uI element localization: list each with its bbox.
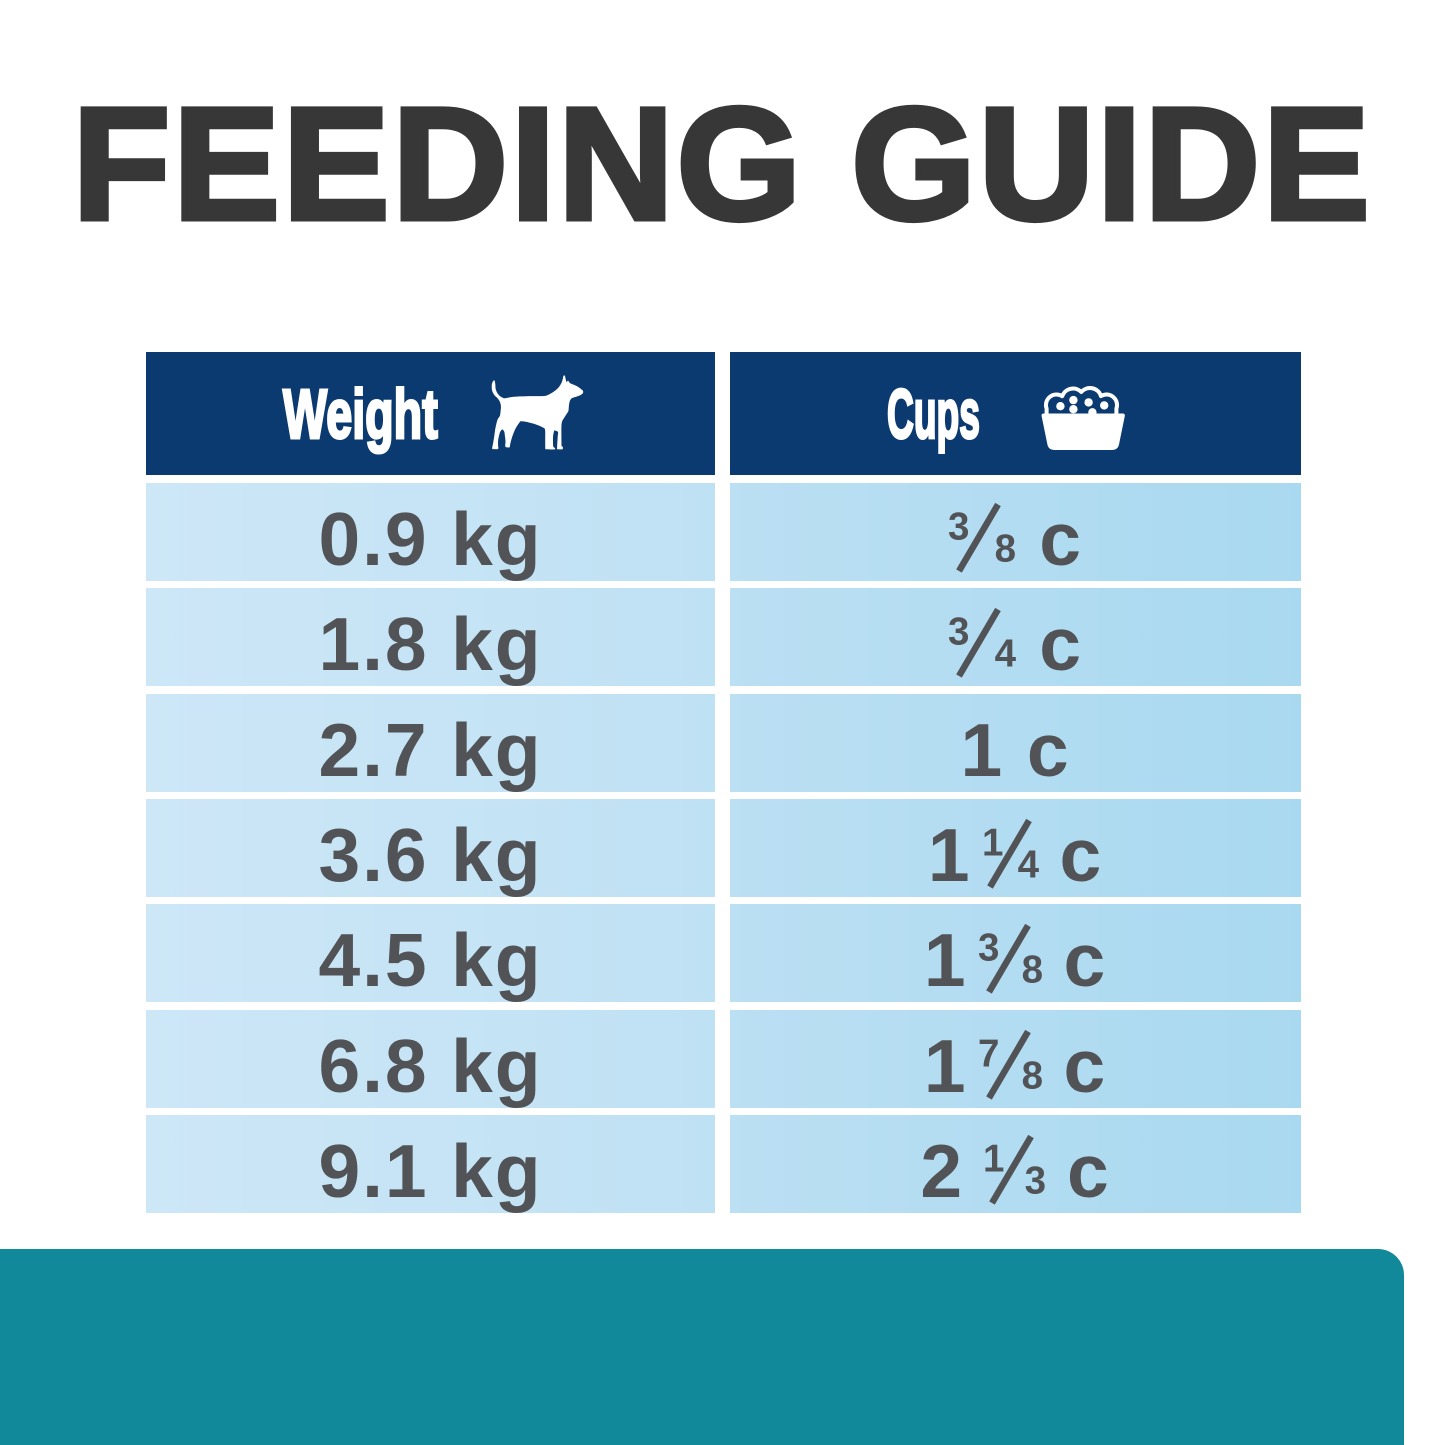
svg-text:8: 8 [1021, 949, 1042, 992]
svg-text:4: 4 [1017, 844, 1039, 887]
svg-text:3: 3 [1025, 1160, 1046, 1203]
svg-text:1: 1 [982, 822, 1003, 865]
svg-text:7: 7 [978, 1033, 999, 1076]
svg-text:8: 8 [995, 528, 1016, 571]
svg-text:8: 8 [1021, 1055, 1042, 1098]
svg-text:3: 3 [978, 927, 999, 970]
svg-text:3: 3 [948, 506, 969, 549]
svg-text:3: 3 [948, 611, 969, 654]
svg-text:4: 4 [995, 633, 1017, 676]
svg-text:1: 1 [983, 1138, 1004, 1181]
